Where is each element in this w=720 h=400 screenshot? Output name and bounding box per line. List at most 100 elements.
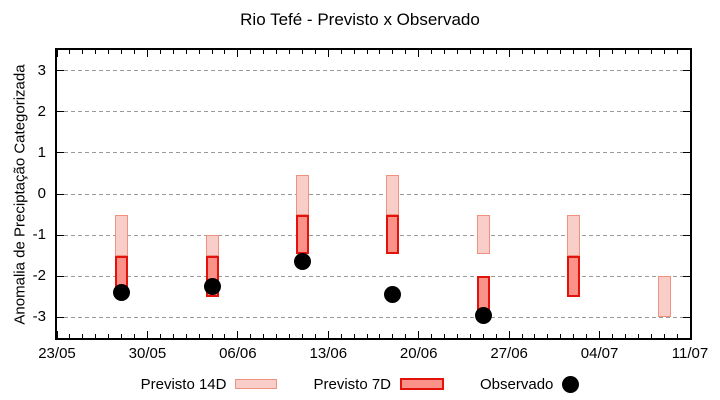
x-tick-minor (469, 334, 471, 338)
gridline (57, 193, 690, 195)
x-tick-minor (573, 334, 575, 338)
x-tick-minor (676, 50, 678, 54)
y-tick-label: -2 (32, 267, 46, 285)
x-tick-minor (250, 334, 252, 338)
legend-item-previsto-14d: Previsto 14D (141, 376, 278, 393)
x-tick-minor (379, 50, 381, 54)
x-tick-minor (224, 334, 226, 338)
previsto-14d-bar (386, 175, 400, 215)
x-tick-label: 30/05 (128, 345, 167, 362)
x-tick-minor (676, 334, 678, 338)
x-tick-label: 13/06 (309, 345, 348, 362)
legend-label-previsto-7d: Previsto 7D (313, 375, 392, 393)
x-tick-minor (444, 334, 446, 338)
x-tick-minor (624, 50, 626, 54)
previsto-14d-bar (567, 214, 581, 256)
observado-dot (474, 306, 492, 324)
y-tick-label: 3 (37, 61, 46, 79)
x-tick-major (599, 50, 601, 57)
x-tick-label: 20/06 (399, 345, 438, 362)
legend: Previsto 14D Previsto 7D Observado (0, 373, 720, 395)
y-tick-label: -1 (32, 226, 46, 244)
y-tick (683, 111, 690, 113)
x-tick-minor (495, 334, 497, 338)
observado-swatch (562, 375, 580, 393)
x-tick-minor (185, 50, 187, 54)
previsto-14d-bar (115, 214, 129, 256)
y-tick (57, 234, 64, 236)
legend-label-previsto-14d: Previsto 14D (140, 375, 227, 393)
legend-item-previsto-7d: Previsto 7D (313, 375, 445, 393)
x-tick-minor (82, 334, 84, 338)
previsto-7d-bar (386, 214, 400, 254)
x-tick-label: 11/07 (671, 345, 709, 362)
x-tick-major (508, 331, 510, 338)
x-tick-major (237, 331, 239, 338)
x-tick-minor (392, 50, 394, 54)
x-tick-minor (366, 334, 368, 338)
gridline (57, 111, 690, 113)
x-tick-minor (211, 50, 213, 54)
x-tick-minor (95, 334, 97, 338)
x-tick-minor (121, 50, 123, 54)
y-tick (683, 234, 690, 236)
y-tick-label: 0 (37, 185, 46, 202)
x-tick-minor (534, 50, 536, 54)
x-tick-minor (611, 334, 613, 338)
x-tick-minor (456, 334, 458, 338)
x-tick-minor (366, 50, 368, 54)
x-tick-label: 06/06 (219, 345, 257, 362)
x-tick-minor (405, 334, 407, 338)
x-tick-minor (560, 50, 562, 54)
x-tick-minor (134, 50, 135, 54)
y-tick-label: 2 (37, 102, 46, 120)
legend-label-observado: Observado (480, 375, 554, 393)
gridline (57, 316, 690, 318)
x-tick-major (599, 331, 601, 338)
x-tick-minor (353, 334, 355, 338)
x-tick-minor (289, 334, 291, 338)
x-tick-minor (586, 50, 588, 54)
x-tick-major (56, 50, 58, 57)
x-tick-minor (82, 50, 84, 54)
observado-dot (203, 278, 221, 296)
y-tick (683, 316, 690, 318)
x-tick-major (146, 331, 148, 338)
x-tick-minor (482, 50, 484, 54)
x-tick-minor (431, 334, 433, 338)
x-tick-label: 23/05 (38, 345, 76, 362)
gridline (57, 70, 690, 72)
x-tick-minor (650, 334, 652, 338)
x-tick-major (327, 50, 329, 57)
x-tick-minor (211, 334, 213, 338)
observado-dot (384, 286, 402, 304)
y-tick (57, 70, 64, 72)
previsto-7d-swatch (400, 378, 445, 390)
previsto-7d-bar (295, 214, 309, 254)
y-tick (57, 275, 64, 277)
x-tick-minor (314, 334, 316, 338)
previsto-14d-bar (657, 276, 671, 318)
x-tick-major (689, 50, 691, 57)
x-tick-minor (134, 334, 135, 338)
x-tick-label: 04/07 (580, 345, 619, 362)
x-tick-minor (172, 334, 174, 338)
y-tick (57, 193, 64, 195)
x-tick-minor (663, 50, 665, 54)
previsto-14d-bar (476, 214, 490, 254)
x-tick-minor (301, 334, 303, 338)
x-tick-minor (108, 50, 110, 54)
x-tick-major (327, 331, 329, 338)
y-tick (683, 193, 690, 195)
x-tick-major (418, 50, 420, 57)
x-tick-minor (379, 334, 381, 338)
plot-area (55, 48, 692, 340)
observado-dot (113, 284, 131, 302)
x-tick-major (418, 331, 420, 338)
x-tick-minor (521, 334, 523, 338)
legend-item-observado: Observado (480, 375, 580, 393)
x-tick-minor (534, 334, 536, 338)
x-tick-minor (444, 50, 446, 54)
x-tick-minor (250, 50, 252, 54)
